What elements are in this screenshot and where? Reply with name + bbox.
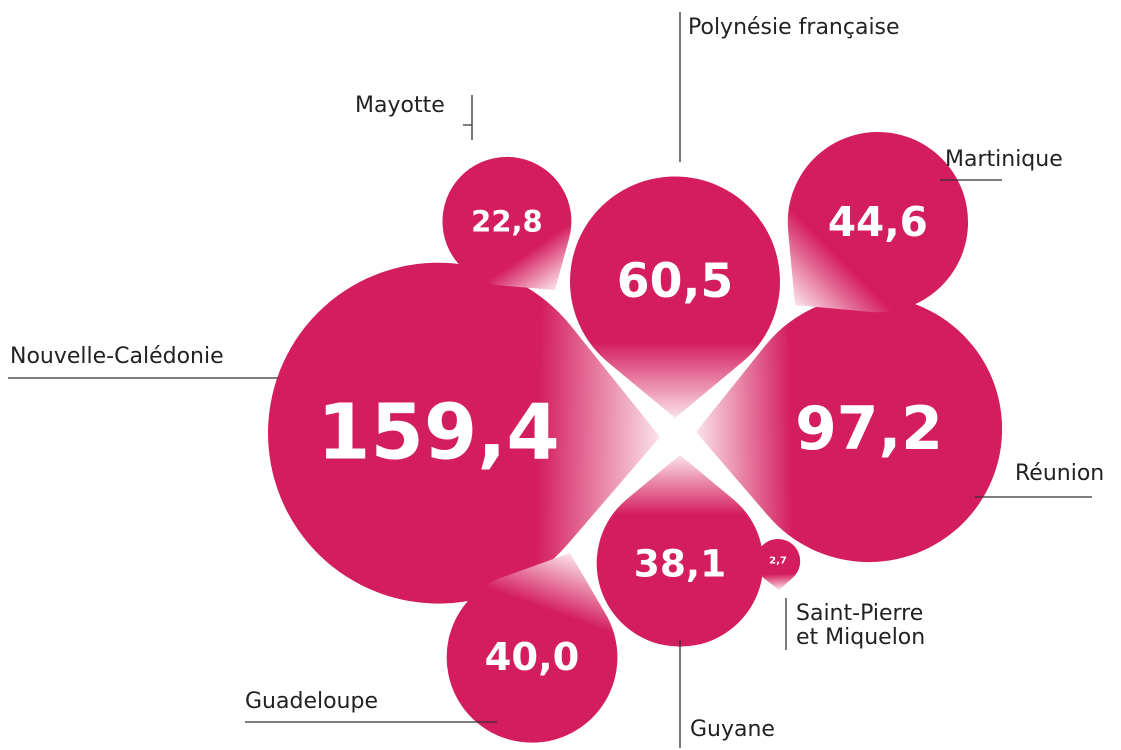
teardrop bbox=[442, 156, 572, 290]
teardrop bbox=[696, 295, 1003, 563]
value-label: 2,7 bbox=[769, 556, 787, 567]
category-label: Mayotte bbox=[355, 93, 445, 118]
teardrop bbox=[787, 131, 969, 313]
category-label: Saint-Pierre et Miquelon bbox=[796, 601, 926, 650]
value-label: 38,1 bbox=[634, 541, 727, 585]
leader-line bbox=[463, 95, 473, 140]
value-label: 159,4 bbox=[317, 389, 560, 478]
teardrop bbox=[569, 176, 781, 418]
value-label: 22,8 bbox=[471, 204, 543, 238]
category-label: Martinique bbox=[945, 147, 1063, 172]
category-label: Réunion bbox=[1015, 461, 1105, 486]
value-label: 60,5 bbox=[617, 254, 734, 309]
category-label: Nouvelle-Calédonie bbox=[10, 344, 224, 369]
value-label: 44,6 bbox=[828, 198, 928, 246]
teardrop bbox=[446, 553, 618, 743]
teardrop bbox=[268, 262, 660, 604]
category-label: Polynésie française bbox=[688, 15, 900, 40]
value-label: 40,0 bbox=[485, 635, 580, 680]
category-label: Guadeloupe bbox=[245, 689, 378, 714]
teardrop bbox=[755, 538, 801, 590]
category-label: Guyane bbox=[690, 717, 775, 742]
teardrop bbox=[596, 455, 764, 647]
value-label: 97,2 bbox=[795, 394, 943, 464]
